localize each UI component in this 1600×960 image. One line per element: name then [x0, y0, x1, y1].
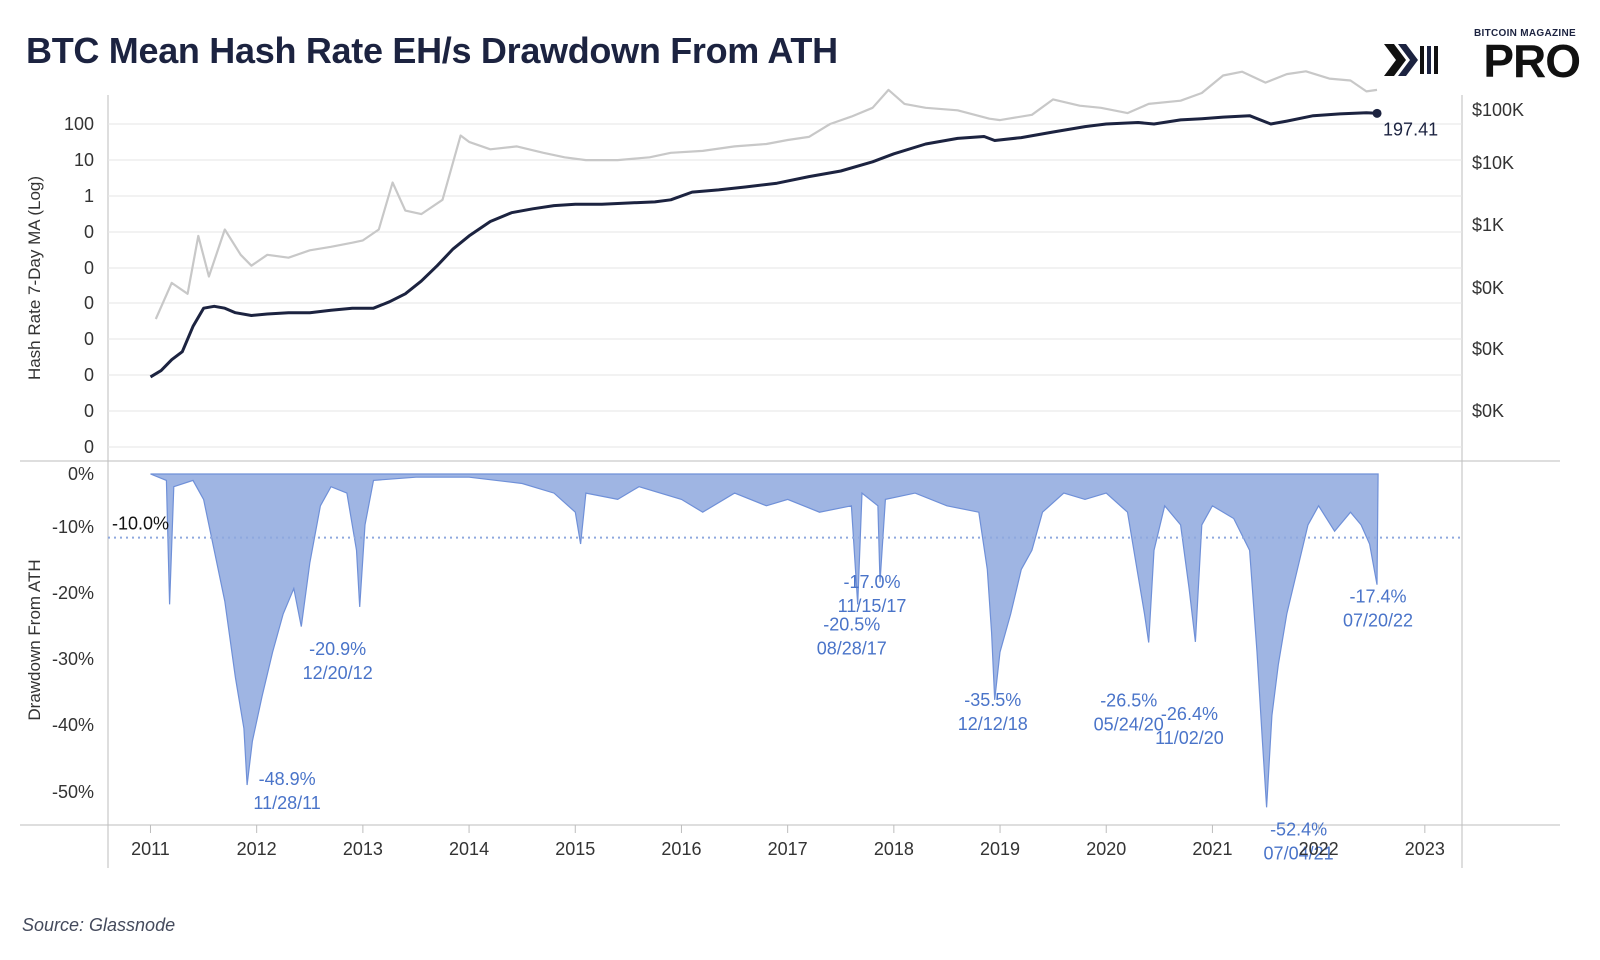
price-line	[154, 70, 1378, 320]
hash-tick-label: 0	[84, 437, 94, 457]
annotation-date: 11/28/11	[253, 793, 320, 813]
annotation-value: -52.4%	[1270, 819, 1327, 839]
annotation-date: 11/02/20	[1155, 728, 1224, 748]
price-tick-label: $0K	[1472, 339, 1504, 359]
price-series-layer	[154, 70, 1378, 320]
drawdown-tick-label: -40%	[52, 715, 94, 735]
x-tick-label: 2011	[131, 839, 170, 859]
drawdown-tick-label: -20%	[52, 583, 94, 603]
hash-tick-label: 0	[84, 329, 94, 349]
hash-tick-label: 0	[84, 222, 94, 242]
x-tick-label: 2015	[555, 839, 595, 859]
hash-tick-label: 100	[64, 114, 94, 134]
annotation-date: 05/24/20	[1094, 715, 1164, 735]
annotation-value: -26.5%	[1100, 691, 1157, 711]
logo-top-text: BITCOIN MAGAZINE	[1473, 28, 1576, 39]
bitcoin-magazine-pro-logo: BITCOIN MAGAZINE PRO	[1380, 26, 1581, 87]
reference-line-label: -10.0%	[112, 514, 169, 534]
annotation-date: 07/20/22	[1343, 611, 1413, 631]
x-tick-label: 2023	[1405, 839, 1445, 859]
x-tick-label: 2020	[1086, 839, 1126, 859]
annotation-date: 12/20/12	[303, 663, 373, 683]
hash-tick-label: 0	[84, 401, 94, 421]
logo-main-text: PRO	[1483, 35, 1581, 87]
source-note: Source: Glassnode	[22, 915, 176, 935]
price-tick-label: $0K	[1472, 401, 1504, 421]
price-tick-label: $0K	[1472, 278, 1504, 298]
price-tick-label: $10K	[1472, 153, 1514, 173]
drawdown-tick-label: -10%	[52, 517, 94, 537]
x-tick-label: 2014	[449, 839, 489, 859]
hash-tick-label: 0	[84, 258, 94, 278]
annotation-date: 12/12/18	[958, 714, 1028, 734]
x-axis: 2011 2012 2013 2014 2015 2016 2017 2018 2019 2020…	[131, 825, 1445, 859]
annotation-value: -48.9%	[259, 769, 316, 789]
x-tick-label: 2017	[768, 839, 808, 859]
price-tick-label: $100K	[1472, 100, 1524, 120]
hash-tick-label: 1	[84, 186, 94, 206]
price-tick-label: $1K	[1472, 215, 1504, 235]
annotation-value: -20.9%	[309, 639, 366, 659]
annotation-value: -17.0%	[844, 572, 901, 592]
logo-stripes-icon	[1384, 44, 1438, 76]
x-tick-label: 2013	[343, 839, 383, 859]
annotation-value: -17.4%	[1350, 587, 1407, 607]
drawdown-axis-title: Drawdown From ATH	[25, 559, 44, 720]
hash-rate-series-layer: 197.41	[149, 108, 1438, 379]
hash-tick-label: 0	[84, 293, 94, 313]
x-tick-label: 2019	[980, 839, 1020, 859]
drawdown-series-layer: -10.0%	[108, 473, 1462, 808]
x-tick-label: 2012	[237, 839, 277, 859]
drawdown-annotations: -48.9% 11/28/11 -20.9% 12/20/12 -20.5% 08/28/…	[253, 572, 1413, 863]
x-tick-label: 2018	[874, 839, 914, 859]
annotation-date: 11/15/17	[838, 596, 907, 616]
chart-title: BTC Mean Hash Rate EH/s Drawdown From AT…	[26, 30, 838, 71]
drawdown-tick-label: -30%	[52, 649, 94, 669]
drawdown-axis-labels: 0% -10% -20% -30% -40% -50% Drawdown From ATH	[25, 464, 94, 802]
hash-rate-line	[149, 111, 1378, 379]
annotation-value: -20.5%	[823, 614, 880, 634]
x-tick-label: 2021	[1192, 839, 1232, 859]
hash-tick-label: 10	[74, 150, 94, 170]
drawdown-tick-label: 0%	[68, 464, 94, 484]
chart-frame	[20, 95, 1560, 868]
hash-axis-title: Hash Rate 7-Day MA (Log)	[25, 176, 44, 380]
x-tick-label: 2016	[661, 839, 701, 859]
drawdown-area	[150, 473, 1379, 808]
hash-rate-last-value: 197.41	[1383, 119, 1438, 139]
annotation-date: 07/04/21	[1264, 843, 1334, 863]
hash-tick-label: 0	[84, 365, 94, 385]
hash-rate-gridlines	[108, 123, 1462, 448]
hash-rate-last-point	[1372, 108, 1382, 118]
annotation-value: -35.5%	[964, 690, 1021, 710]
drawdown-tick-label: -50%	[52, 782, 94, 802]
annotation-date: 08/28/17	[817, 638, 887, 658]
annotation-value: -26.4%	[1161, 704, 1218, 724]
x-tick-label: 2022	[1299, 839, 1339, 859]
